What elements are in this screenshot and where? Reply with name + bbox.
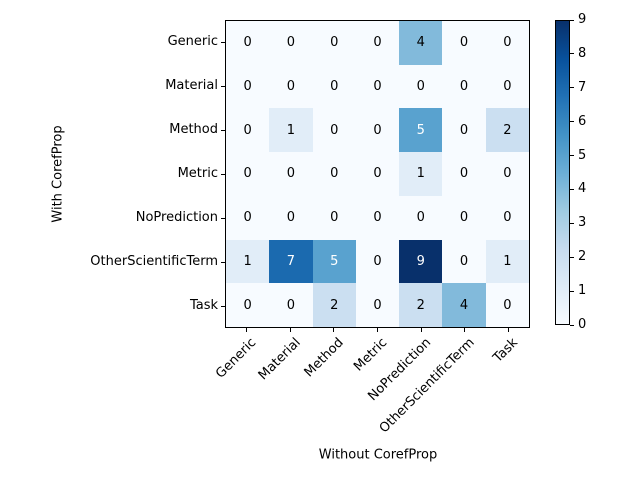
colorbar-tick-label: 0 — [578, 317, 587, 332]
heatmap-cell: 0 — [442, 64, 486, 109]
colorbar-tick-label: 3 — [578, 215, 587, 231]
colorbar-tick-mark — [570, 256, 574, 258]
colorbar-tick-mark — [570, 121, 574, 123]
heatmap-cell: 0 — [355, 239, 400, 284]
heatmap-cell: 7 — [269, 239, 313, 284]
heatmap-cell: 4 — [399, 21, 443, 65]
heatmap-cell: 1 — [226, 239, 270, 284]
heatmap-cell: 0 — [269, 152, 313, 196]
colorbar-tick-label: 2 — [578, 249, 587, 265]
heatmap-cell: 0 — [442, 152, 486, 196]
x-tick-mark — [377, 328, 378, 332]
y-tick-label: NoPrediction — [135, 210, 218, 225]
colorbar-tick-label: 6 — [578, 113, 587, 129]
heatmap-cell: 0 — [312, 152, 356, 196]
y-tick-label: Metric — [177, 166, 218, 181]
x-tick-label: Metric — [351, 335, 391, 375]
colorbar-tick-mark — [570, 290, 574, 292]
y-tick-label: Method — [169, 122, 218, 137]
heatmap-cell: 0 — [485, 21, 529, 65]
heatmap-cell: 0 — [226, 21, 270, 65]
heatmap-cell: 0 — [226, 108, 270, 153]
x-tick-label: Generic — [213, 335, 260, 382]
x-tick-label: Material — [255, 335, 304, 384]
heatmap-cell: 0 — [399, 64, 443, 109]
colorbar-tick-mark — [570, 155, 574, 157]
heatmap-cell: 4 — [442, 283, 486, 327]
heatmap-cell: 0 — [226, 152, 270, 196]
heatmap-cell: 0 — [269, 21, 313, 65]
y-tick-label: Task — [189, 298, 218, 313]
colorbar-tick-label: 4 — [578, 181, 587, 197]
y-tick-label: Material — [165, 78, 218, 93]
colorbar-tick-label: 9 — [578, 12, 587, 27]
x-tick-mark — [464, 328, 466, 332]
heatmap-cell: 0 — [442, 239, 486, 284]
colorbar-tick-label: 7 — [578, 79, 587, 95]
heatmap-cell: 0 — [355, 64, 400, 109]
colorbar-tick-mark — [570, 53, 574, 55]
heatmap-cell: 5 — [399, 108, 443, 153]
heatmap-cell: 1 — [485, 239, 529, 284]
heatmap-cell: 0 — [269, 195, 313, 240]
colorbar-tick-mark — [570, 324, 574, 326]
x-tick-mark — [420, 328, 422, 332]
heatmap-cell: 0 — [312, 108, 356, 153]
heatmap-cell: 0 — [312, 21, 356, 65]
heatmap-cell: 0 — [485, 64, 529, 109]
colorbar-tick-label: 1 — [578, 283, 587, 299]
heatmap-cell: 0 — [485, 283, 529, 327]
y-tick-mark — [221, 217, 225, 219]
heatmap-cell: 0 — [269, 64, 313, 109]
colorbar-tick-mark — [570, 222, 574, 224]
heatmap-cell: 2 — [312, 283, 356, 327]
heatmap-cell: 0 — [485, 152, 529, 196]
heatmap-cell: 0 — [355, 195, 400, 240]
y-tick-mark — [221, 85, 225, 87]
heatmap-cell: 0 — [399, 195, 443, 240]
y-tick-label: OtherScientificTerm — [90, 254, 218, 269]
heatmap-cell: 1 — [269, 108, 313, 153]
heatmap-cell: 2 — [399, 283, 443, 327]
x-tick-mark — [289, 328, 291, 332]
colorbar-tick-mark — [570, 188, 574, 190]
heatmap-cell: 9 — [399, 239, 443, 284]
heatmap-cell: 0 — [226, 64, 270, 109]
heatmap-cell: 2 — [485, 108, 529, 153]
y-tick-mark — [221, 41, 225, 43]
heatmap-cell: 0 — [312, 64, 356, 109]
x-tick-mark — [333, 328, 335, 332]
heatmap-cell: 1 — [399, 152, 443, 196]
heatmap-cell: 0 — [355, 21, 400, 65]
x-tick-mark — [507, 328, 509, 332]
heatmap-cell: 0 — [226, 195, 270, 240]
colorbar-gradient — [555, 20, 570, 325]
x-tick-label: Task — [490, 335, 522, 366]
heatmap-cell: 5 — [312, 239, 356, 284]
heatmap-cell: 0 — [355, 152, 400, 196]
x-tick-label: Method — [301, 335, 347, 381]
heatmap-cell: 0 — [485, 195, 529, 240]
heatmap-cell: 0 — [442, 108, 486, 153]
heatmap-cell: 0 — [355, 283, 400, 327]
heatmap-cell: 0 — [355, 108, 400, 153]
colorbar-tick-mark — [570, 19, 574, 21]
heatmap-cell: 0 — [226, 283, 270, 327]
x-axis-title: Without CorefProp — [318, 447, 438, 463]
colorbar-tick-mark — [570, 87, 574, 89]
heatmap-cell: 0 — [442, 21, 486, 65]
y-tick-mark — [221, 261, 225, 263]
heatmap-cell: 0 — [312, 195, 356, 240]
y-tick-label: Generic — [167, 34, 218, 49]
colorbar-tick-label: 5 — [578, 147, 587, 163]
y-tick-mark — [221, 129, 225, 131]
heatmap-cell: 0 — [269, 283, 313, 327]
heatmap-cell: 0 — [442, 195, 486, 240]
colorbar-tick-label: 8 — [578, 45, 587, 61]
y-tick-mark — [221, 173, 225, 175]
x-tick-mark — [246, 328, 248, 332]
y-tick-mark — [221, 305, 225, 307]
